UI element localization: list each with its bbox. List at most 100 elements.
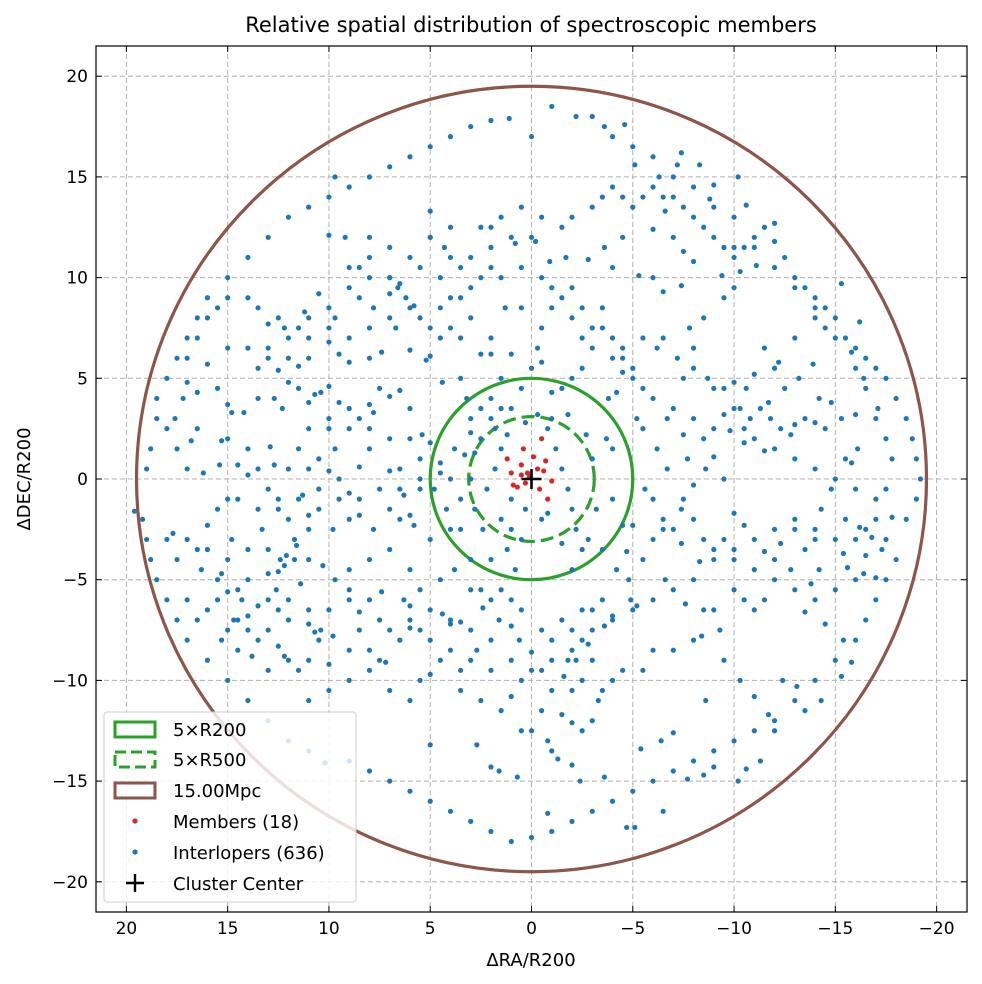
interloper-point	[620, 234, 626, 240]
interloper-point	[403, 295, 409, 301]
legend-marker-center	[126, 874, 144, 892]
x-tick-label: −5	[620, 919, 645, 939]
y-tick-label: 0	[77, 470, 88, 490]
interloper-point	[225, 401, 231, 408]
interloper-point	[214, 597, 221, 603]
interloper-point	[508, 351, 514, 357]
interloper-point	[802, 708, 808, 714]
interloper-point	[407, 254, 413, 261]
interloper-point	[599, 546, 605, 553]
interloper-point	[387, 315, 393, 321]
interloper-point	[427, 607, 433, 613]
interloper-point	[603, 436, 610, 442]
interloper-point	[605, 395, 612, 402]
interloper-point	[626, 577, 632, 583]
interloper-point	[569, 720, 575, 726]
interloper-point	[218, 438, 225, 444]
member-point	[510, 482, 516, 488]
interloper-point	[346, 405, 352, 412]
interloper-point	[690, 482, 697, 488]
interloper-point	[840, 550, 847, 557]
interloper-point	[620, 345, 626, 351]
interloper-point	[498, 375, 504, 381]
interloper-point	[751, 436, 757, 442]
interloper-point	[437, 577, 443, 583]
y-axis-title: ΔDEC/R200	[14, 427, 35, 530]
interloper-point	[539, 359, 545, 365]
interloper-point	[379, 589, 385, 595]
interloper-point	[721, 385, 727, 391]
interloper-point	[848, 460, 855, 466]
interloper-point	[549, 687, 555, 694]
interloper-point	[458, 375, 464, 381]
interloper-point	[245, 577, 251, 583]
interloper-point	[204, 607, 211, 613]
interloper-point	[427, 353, 433, 359]
interloper-point	[387, 436, 393, 442]
interloper-point	[397, 387, 403, 393]
interloper-point	[640, 335, 646, 341]
interloper-point	[794, 683, 800, 690]
x-tick-label: 0	[526, 919, 537, 939]
interloper-point	[852, 345, 859, 351]
interloper-point	[306, 526, 312, 532]
interloper-point	[711, 607, 717, 613]
interloper-point	[802, 285, 808, 291]
interloper-point	[869, 534, 875, 541]
interloper-point	[478, 224, 484, 230]
interloper-point	[782, 254, 788, 261]
interloper-point	[630, 204, 636, 210]
interloper-point	[306, 466, 312, 472]
interloper-point	[518, 536, 524, 543]
interloper-point	[690, 214, 697, 220]
interloper-point	[318, 389, 324, 395]
interloper-point	[680, 496, 687, 502]
interloper-point	[656, 174, 662, 180]
interloper-point	[480, 605, 486, 611]
interloper-point	[291, 556, 298, 563]
interloper-point	[650, 226, 656, 232]
interloper-point	[281, 653, 287, 659]
interloper-point	[792, 516, 798, 522]
interloper-point	[883, 486, 889, 492]
interloper-point	[737, 405, 743, 412]
interloper-point	[316, 291, 322, 297]
interloper-point	[427, 637, 433, 643]
interloper-point	[281, 563, 287, 569]
interloper-point	[812, 420, 818, 426]
interloper-point	[699, 633, 705, 639]
interloper-point	[585, 256, 591, 263]
interloper-point	[751, 244, 757, 250]
interloper-point	[474, 742, 480, 748]
interloper-point	[778, 426, 784, 432]
interloper-point	[579, 607, 585, 613]
y-tick-label: 5	[77, 369, 88, 389]
interloper-point	[848, 659, 855, 665]
interloper-point	[326, 232, 332, 238]
interloper-point	[154, 415, 160, 422]
interloper-point	[306, 315, 312, 321]
interloper-point	[184, 379, 190, 385]
legend-label-mpc: 15.00Mpc	[173, 781, 261, 802]
interloper-point	[488, 264, 494, 271]
interloper-point	[842, 456, 849, 462]
interloper-point	[818, 697, 824, 704]
interloper-point	[255, 395, 261, 402]
interloper-point	[680, 375, 687, 381]
interloper-point	[909, 436, 915, 442]
interloper-point	[401, 492, 407, 498]
interloper-point	[731, 546, 737, 553]
interloper-point	[214, 506, 221, 512]
interloper-point	[660, 808, 666, 814]
interloper-point	[711, 204, 717, 210]
interloper-point	[731, 244, 737, 250]
interloper-point	[561, 673, 567, 679]
interloper-point	[447, 295, 454, 301]
interloper-point	[518, 728, 524, 734]
interloper-point	[229, 409, 235, 416]
interloper-point	[721, 476, 727, 482]
interloper-point	[366, 254, 373, 261]
interloper-point	[857, 524, 863, 530]
interloper-point	[225, 589, 231, 595]
interloper-point	[701, 315, 707, 321]
